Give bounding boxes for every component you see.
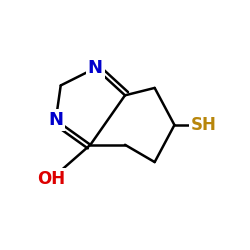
Text: SH: SH	[191, 116, 217, 134]
Text: OH: OH	[37, 170, 65, 188]
Text: N: N	[88, 59, 103, 77]
Text: N: N	[48, 111, 63, 129]
